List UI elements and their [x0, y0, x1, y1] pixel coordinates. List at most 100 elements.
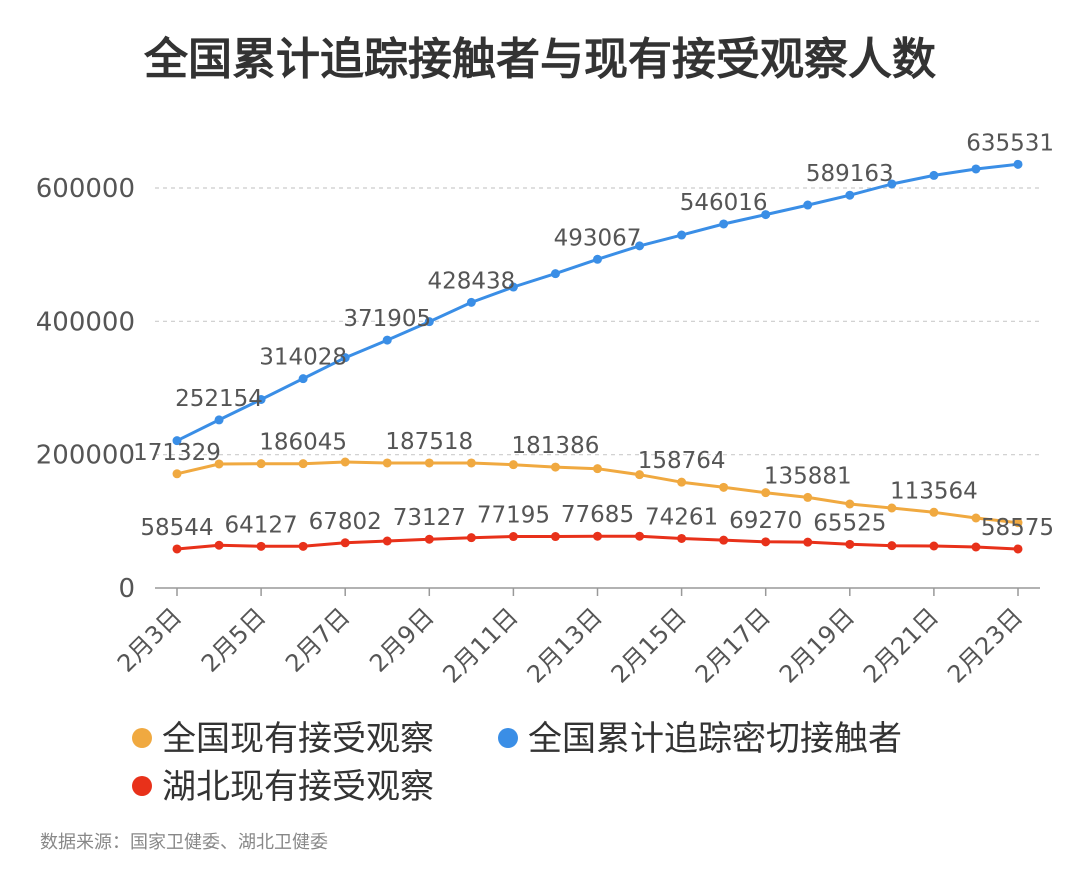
- data-labels: 171329 186045 187518 181386 158764 135881 1135…: [133, 130, 1054, 541]
- data-label: 58575: [981, 515, 1054, 541]
- data-point: [971, 164, 981, 174]
- data-point: [550, 532, 560, 542]
- data-point: [340, 457, 350, 467]
- data-point: [256, 541, 266, 551]
- data-point: [677, 230, 687, 240]
- data-label: 77195: [477, 503, 550, 529]
- legend-label: 全国累计追踪密切接触者: [528, 719, 902, 759]
- data-label: 187518: [385, 429, 473, 455]
- data-label: 635531: [966, 130, 1054, 156]
- x-tick-label: 2月15日: [606, 602, 692, 688]
- data-point: [466, 458, 476, 468]
- data-point: [803, 537, 813, 547]
- data-point: [508, 460, 518, 470]
- data-point: [635, 531, 645, 541]
- data-point: [719, 219, 729, 229]
- y-axis-ticks: 0 200000 400000 600000: [36, 174, 135, 604]
- source-note: 数据来源：国家卫健委、湖北卫健委: [40, 832, 328, 853]
- x-tick-label: 2月19日: [774, 602, 860, 688]
- data-point: [214, 415, 224, 425]
- data-point: [382, 536, 392, 546]
- data-point: [1013, 518, 1023, 528]
- data-point: [635, 470, 645, 480]
- data-point: [719, 535, 729, 545]
- data-point: [761, 210, 771, 220]
- data-point: [1013, 159, 1023, 169]
- data-label: 64127: [225, 512, 298, 538]
- data-point: [508, 282, 518, 292]
- data-point: [298, 541, 308, 551]
- data-label: 158764: [638, 448, 726, 474]
- data-label: 314028: [259, 345, 347, 371]
- data-label: 181386: [512, 433, 600, 459]
- series-lines: [172, 159, 1023, 554]
- data-point: [971, 542, 981, 552]
- data-point: [214, 540, 224, 550]
- data-point: [256, 459, 266, 469]
- data-point: [172, 469, 182, 479]
- data-point: [340, 353, 350, 363]
- legend-label: 全国现有接受观察: [162, 719, 434, 759]
- data-point: [929, 170, 939, 180]
- data-point: [298, 459, 308, 469]
- x-axis: 2月3日 2月5日 2月7日 2月9日2月11日2月13日2月15日2月17日2月19…: [112, 587, 1040, 689]
- x-tick-label: 2月13日: [522, 602, 608, 688]
- y-tick-label: 200000: [36, 441, 135, 471]
- data-point: [845, 190, 855, 200]
- data-point: [508, 532, 518, 542]
- data-point: [382, 335, 392, 345]
- data-label: 186045: [259, 430, 347, 456]
- x-tick-label: 2月7日: [280, 602, 355, 677]
- data-point: [424, 458, 434, 468]
- data-label: 589163: [806, 161, 894, 187]
- data-point: [803, 492, 813, 502]
- data-label: 74261: [645, 504, 718, 530]
- data-point: [256, 394, 266, 404]
- data-point: [424, 534, 434, 544]
- legend-marker: [132, 728, 152, 748]
- data-point: [845, 539, 855, 549]
- data-label: 428438: [427, 268, 515, 294]
- data-point: [298, 374, 308, 384]
- data-point: [1013, 544, 1023, 554]
- data-point: [550, 269, 560, 279]
- data-point: [635, 241, 645, 251]
- legend-marker: [132, 776, 152, 796]
- legend-item: 全国现有接受观察: [132, 719, 434, 759]
- x-tick-label: 2月11日: [438, 602, 524, 688]
- legend-item: 全国累计追踪密切接触者: [498, 719, 902, 759]
- data-point: [887, 541, 897, 551]
- data-point: [845, 499, 855, 509]
- data-point: [466, 533, 476, 543]
- data-point: [424, 317, 434, 327]
- legend-item: 湖北现有接受观察: [132, 767, 434, 807]
- x-tick-label: 2月21日: [858, 602, 944, 688]
- chart-title: 全国累计追踪接触者与现有接受观察人数: [143, 34, 936, 85]
- data-label: 73127: [393, 505, 466, 531]
- x-tick-label: 2月9日: [364, 602, 439, 677]
- data-point: [677, 477, 687, 487]
- data-point: [593, 531, 602, 541]
- data-point: [971, 513, 981, 523]
- data-label: 65525: [813, 510, 886, 536]
- data-point: [382, 458, 392, 468]
- data-point: [172, 544, 182, 554]
- data-point: [550, 462, 560, 472]
- legend-marker: [498, 728, 518, 748]
- data-point: [593, 464, 602, 474]
- y-tick-label: 0: [118, 574, 135, 604]
- data-label: 493067: [554, 225, 642, 251]
- data-label: 135881: [764, 463, 852, 489]
- data-label: 171329: [133, 440, 221, 466]
- x-tick-label: 2月3日: [112, 602, 187, 677]
- data-point: [887, 503, 897, 513]
- data-point: [929, 507, 939, 517]
- data-point: [593, 254, 602, 264]
- data-label: 371905: [343, 306, 431, 332]
- x-tick-label: 2月23日: [942, 602, 1028, 688]
- legend-label: 湖北现有接受观察: [162, 767, 434, 807]
- data-point: [761, 537, 771, 547]
- data-point: [172, 436, 182, 446]
